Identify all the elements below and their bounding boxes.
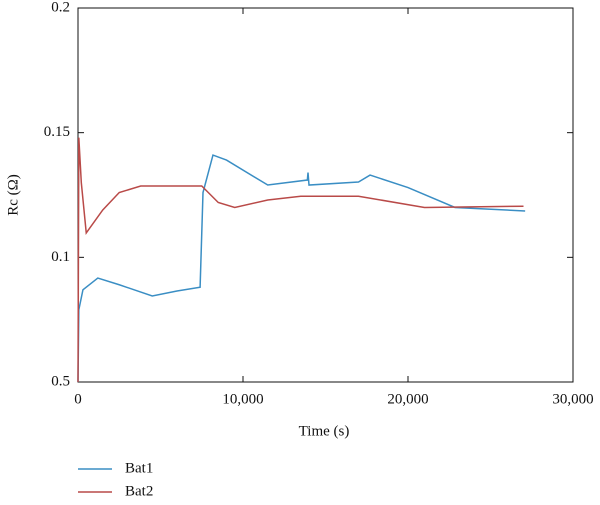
data-line [77,154,526,383]
y-axis-label: Rc (Ω) [5,174,21,216]
x-tick-label: 30,000 [552,391,593,407]
data-line [77,137,524,383]
plot-frame [77,7,574,383]
y-tick-label: 0.1 [51,249,70,265]
y-tick-label: 0.15 [44,124,70,140]
y-tick-label: 0.5 [51,373,70,389]
x-tick-label: 0 [74,391,82,407]
x-tick-label: 10,000 [222,391,263,407]
y-tick-label: 0.2 [51,0,70,15]
x-tick-label: 20,000 [387,391,428,407]
legend-label: Bat2 [125,483,153,499]
legend-label: Bat1 [125,460,153,476]
x-axis-label: Time (s) [299,423,350,439]
